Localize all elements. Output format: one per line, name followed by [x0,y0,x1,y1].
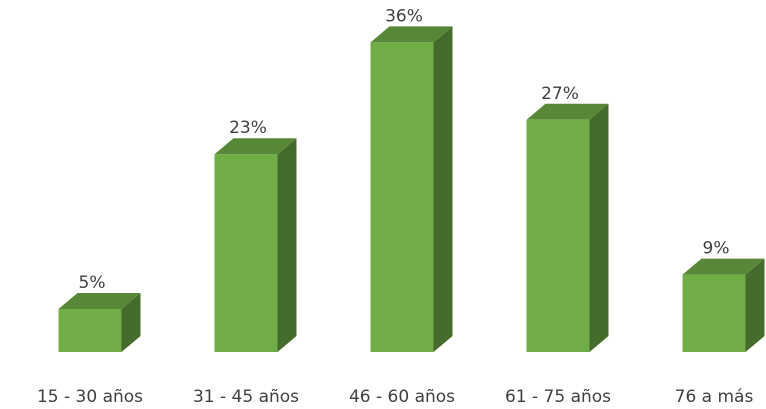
bar-top [526,103,609,120]
bar [214,154,278,352]
bar-top [682,258,765,275]
data-label: 9% [703,239,730,259]
data-label: 23% [229,118,267,138]
x-tick-label: 31 - 45 años [193,387,299,407]
x-tick-label: 76 a más [675,387,754,407]
data-label: 36% [385,6,423,26]
bar-side [121,293,141,352]
bar-side [433,26,453,353]
bar [370,42,434,353]
bar-side [589,103,609,352]
bar-top [214,138,297,155]
bar-side [277,138,297,352]
data-label: 27% [541,84,579,104]
x-tick-label: 15 - 30 años [37,387,143,407]
bar [682,274,746,352]
bar [58,309,122,352]
bar-top [370,26,453,43]
bar [526,119,590,352]
x-tick-label: 61 - 75 años [505,387,611,407]
bar-top [58,293,141,309]
bar-side [745,258,765,352]
data-label: 5% [79,273,106,293]
x-tick-label: 46 - 60 años [349,387,455,407]
